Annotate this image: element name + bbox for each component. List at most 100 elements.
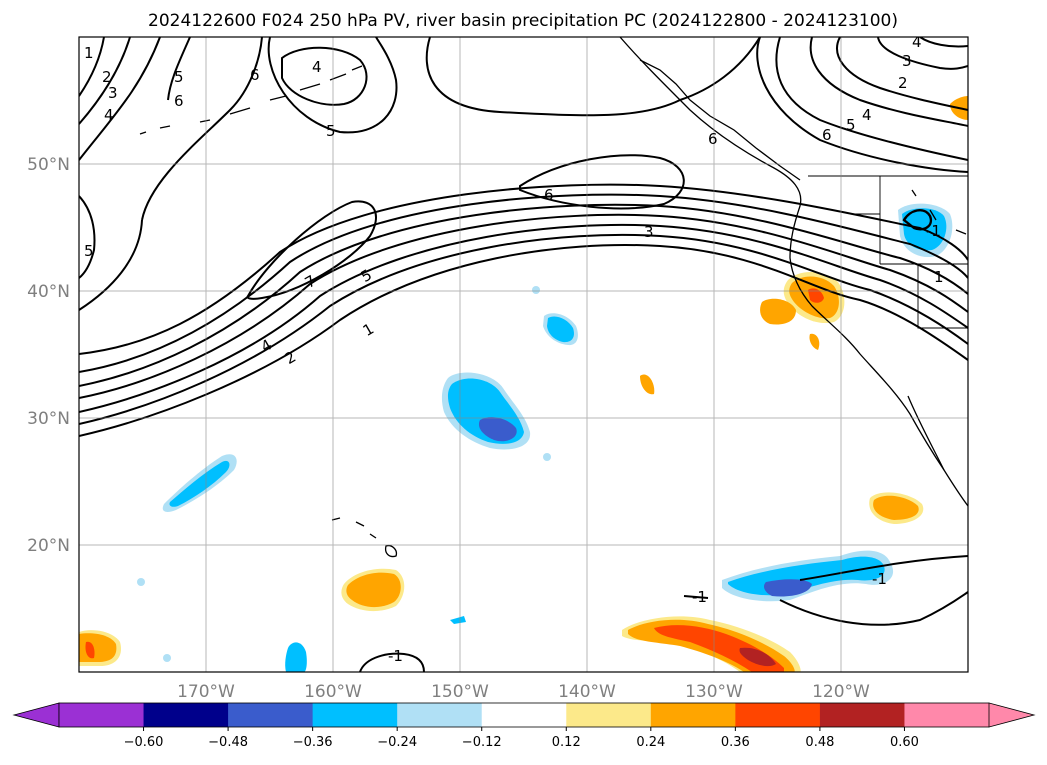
neg-anomaly-dot3 <box>137 578 145 586</box>
contour-label-4-ne: 4 <box>862 106 872 124</box>
pos-anomaly-hawaii-north-mid <box>346 572 401 608</box>
pv-contour-north-e <box>79 219 143 311</box>
coast-alaska-panhandle <box>639 59 801 181</box>
colorbar-tick-label: 0.24 <box>636 735 665 750</box>
colorbar-tick-label: 0.48 <box>805 735 834 750</box>
pv-contour-closed-central <box>519 154 685 210</box>
pos-anomaly-subtropical-mid <box>873 495 919 520</box>
coast-hawaii <box>331 517 398 558</box>
contour-label-6-ne: 6 <box>708 130 718 148</box>
lon-tick-120w: 120°W <box>812 682 870 702</box>
neg-anomaly-dot4 <box>163 654 171 662</box>
contour-label-5-w: 5 <box>84 242 94 260</box>
pv-contour-north-i <box>425 37 761 117</box>
pv-contour-north-k <box>809 37 968 127</box>
colorbar-tick-label: −0.24 <box>377 735 417 750</box>
pv-contour-north-f <box>167 37 191 101</box>
pv-contour-north-j <box>775 37 968 161</box>
contour-label-5-ne: 5 <box>846 116 856 134</box>
colorbar-segment <box>481 703 567 727</box>
coast-nw-us-lakes <box>911 189 967 235</box>
pv-contour-north-n <box>919 37 968 48</box>
border-states-1 <box>850 176 968 329</box>
contour-label-1-nw: 1 <box>84 44 94 62</box>
pos-anomaly-ca-west <box>760 298 796 325</box>
pv-contour-north-d <box>141 37 263 221</box>
chart-title: 2024122600 F024 250 hPa PV, river basin … <box>148 11 898 31</box>
pos-anomaly-ca-small <box>809 333 820 350</box>
contour-label-6-nw: 6 <box>174 92 184 110</box>
neg-anomaly-dot1 <box>532 286 540 294</box>
lat-tick-30n: 30°N <box>27 409 70 429</box>
contour-label-6-mid: 6 <box>544 186 554 204</box>
pv-contour-north-m <box>877 37 968 70</box>
lon-tick-150w: 150°W <box>431 682 489 702</box>
pv-contour-nw-us <box>902 209 933 231</box>
neg-anomaly-small1 <box>450 616 466 624</box>
neg-anomaly-west-mid <box>169 460 230 507</box>
pv-contour-3 <box>79 223 968 413</box>
lat-tick-20n: 20°N <box>27 536 70 556</box>
colorbar-tick-label: 0.60 <box>890 735 919 750</box>
gridlines <box>79 37 968 672</box>
contour-label-minus1-se: -1 <box>692 588 707 606</box>
colorbar-segment <box>904 703 990 727</box>
contour-label-minus1-south: -1 <box>388 647 403 665</box>
colorbar-segment <box>228 703 314 727</box>
colorbar-frame <box>58 702 990 728</box>
neg-anomaly-central-core <box>478 417 517 442</box>
lon-tick-130w: 130°W <box>685 682 743 702</box>
pos-anomaly-small-135w <box>640 374 655 395</box>
neg-anomaly-hawaii <box>285 642 307 672</box>
pv-contour-4 <box>79 213 968 399</box>
map-panel: 1 2 4 5 7 3 6 5 4 6 5 6 2 3 4 1 5 6 6 5 <box>78 36 969 673</box>
colorbar-tick-label: −0.12 <box>462 735 502 750</box>
pv-contour-1 <box>79 243 968 437</box>
colorbar-segment <box>397 703 483 727</box>
colorbar-segment <box>650 703 736 727</box>
colorbar-tick-label: 0.36 <box>721 735 750 750</box>
lon-tick-140w: 140°W <box>558 682 616 702</box>
pos-anomaly-far-sw-core <box>85 641 95 659</box>
colorbar-over-arrow <box>988 702 1036 728</box>
contour-label-3-mid: 3 <box>644 223 654 241</box>
contour-label-3-ne: 3 <box>902 52 912 70</box>
colorbar-segments <box>59 703 990 727</box>
pv-contour-south-east <box>779 591 968 626</box>
contour-label-minus1-nw-us: -1 <box>926 222 941 240</box>
colorbar-segment <box>735 703 821 727</box>
colorbar-tick-label: −0.48 <box>208 735 248 750</box>
contour-label-minus1-e: -1 <box>872 570 887 588</box>
contour-label-4-north: 4 <box>312 58 322 76</box>
pv-contours <box>79 37 968 672</box>
pv-contour-north-b <box>79 37 131 125</box>
colorbar-ticks: −0.60 −0.48 −0.36 −0.24 −0.12 0.12 0.24 0.36 0.4… <box>124 727 919 750</box>
colorbar-tick-label: −0.60 <box>124 735 164 750</box>
coastlines <box>139 37 968 558</box>
neg-anomaly-dot2 <box>543 453 551 461</box>
colorbar-segment <box>143 703 229 727</box>
pv-contour-6 <box>79 193 968 373</box>
neg-anomaly-140w-mid <box>547 316 574 343</box>
colorbar-tick-label: 0.12 <box>552 735 581 750</box>
pv-contour-north-o <box>756 37 968 173</box>
pos-anomaly-california-core <box>808 288 824 303</box>
pv-contour-minus1 <box>683 595 709 599</box>
coast-alaska-islands <box>139 65 363 135</box>
colorbar: −0.60 −0.48 −0.36 −0.24 −0.12 0.12 0.24 0.36 0.4… <box>12 702 1036 750</box>
contour-label-6-ne2: 6 <box>822 126 832 144</box>
axis-labels: 170°W 160°W 150°W 140°W 130°W 120°W 20°N… <box>27 155 870 702</box>
lat-tick-50n: 50°N <box>27 155 70 175</box>
pos-anomaly-south-band-core <box>739 647 776 667</box>
lon-tick-160w: 160°W <box>304 682 362 702</box>
colorbar-segment <box>312 703 398 727</box>
pv-contour-north-a <box>79 37 161 161</box>
pv-contour-left-edge <box>79 195 96 279</box>
colorbar-segment <box>59 703 145 727</box>
pv-contour-north-g <box>267 37 398 134</box>
lon-tick-170w: 170°W <box>177 682 235 702</box>
contour-label-1-east: 1 <box>934 268 944 286</box>
contour-label-5-north: 5 <box>326 122 336 140</box>
colorbar-segment <box>819 703 905 727</box>
